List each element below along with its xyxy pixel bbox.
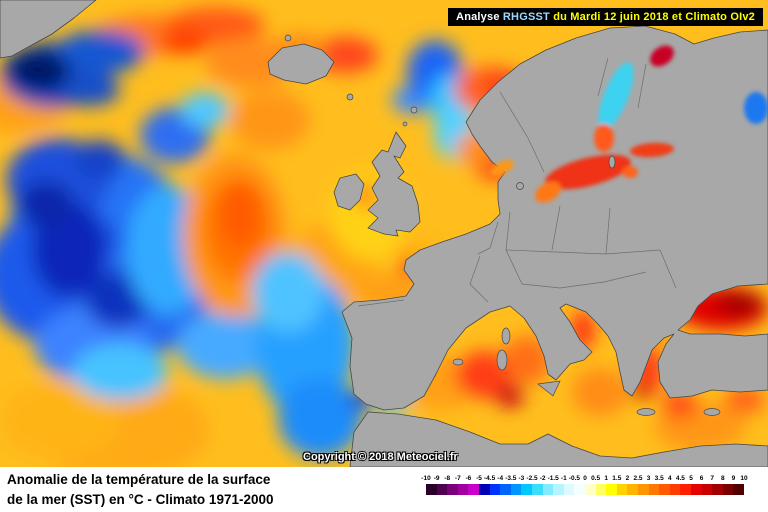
land-layer	[0, 0, 768, 467]
scale-label: 3.5	[654, 475, 664, 482]
scale-segment	[627, 484, 638, 495]
scale-segment	[595, 484, 607, 495]
scale-segment	[457, 484, 469, 495]
scale-label: 9	[731, 475, 736, 482]
scale-label: -6	[465, 475, 472, 482]
scale-segment	[532, 484, 543, 495]
scale-label: 2	[625, 475, 630, 482]
scale-segment	[436, 484, 448, 495]
sst-anomaly-map: Analyse RHGSST du Mardi 12 juin 2018 et …	[0, 0, 768, 467]
scale-segment	[553, 484, 564, 495]
scale-segment	[521, 484, 532, 495]
scale-segment	[691, 484, 702, 495]
scale-segment	[659, 484, 670, 495]
scale-segment	[426, 484, 437, 495]
scale-label: 0	[583, 475, 587, 482]
scale-label: 6	[699, 475, 704, 482]
caption-line-1: Anomalie de la température de la surface	[7, 472, 271, 487]
scale-segment	[489, 484, 501, 495]
scale-label: -7	[454, 475, 461, 482]
scale-label: -1.5	[547, 475, 559, 482]
land-great-britain	[367, 131, 421, 237]
scale-segment	[585, 484, 596, 495]
scale-segment	[616, 484, 628, 495]
scale-label: -3.5	[505, 475, 517, 482]
scale-segment	[733, 484, 744, 495]
land-iceland	[267, 43, 335, 85]
anomaly-field	[0, 7, 768, 467]
banner-segment: Analyse	[456, 11, 503, 23]
scale-label: -9	[433, 475, 440, 482]
scale-label: 4	[667, 475, 672, 482]
scale-label: -0.5	[568, 475, 580, 482]
land-greenland	[0, 0, 97, 59]
scale-label: -2.5	[526, 475, 538, 482]
country-borders	[357, 57, 677, 307]
caption-line-2: de la mer (SST) en °C - Climato 1971-200…	[7, 491, 274, 507]
land-north-africa	[349, 411, 768, 467]
scale-label: 0.5	[591, 475, 601, 482]
scale-label: 7	[710, 475, 714, 482]
scale-segment	[479, 484, 490, 495]
scale-segment	[510, 484, 522, 495]
scale-label: 1.5	[612, 475, 622, 482]
sst-map-canvas	[0, 0, 768, 467]
scale-label: 10	[740, 475, 748, 482]
scale-label: -2	[539, 475, 546, 482]
scale-label: -4.5	[483, 475, 496, 482]
scale-segment	[701, 484, 713, 495]
map-caption: Anomalie de la température de la surface…	[7, 470, 274, 509]
color-scale-wrap: -10 -9 -8 -7 -6 -5 -4.5 -4 -3.5 -3 -2.5 -2 -1.5 -1 -0.…	[421, 474, 758, 500]
scale-segment	[722, 484, 734, 495]
scale-segment	[542, 484, 554, 495]
scale-label: 2.5	[633, 475, 643, 482]
analysis-banner: Analyse RHGSST du Mardi 12 juin 2018 et …	[448, 8, 763, 26]
inland-seas	[490, 45, 768, 203]
scale-label: -1	[560, 475, 567, 482]
scale-segment	[648, 484, 660, 495]
scale-segment	[500, 484, 511, 495]
copyright-label: Copyright © 2018 Meteociel.fr	[303, 451, 458, 463]
scale-label: 1	[604, 475, 608, 482]
scale-label: 4.5	[675, 475, 685, 482]
scale-label: 8	[720, 475, 725, 482]
legend-bar: Anomalie de la température de la surface…	[0, 467, 768, 512]
scale-segment	[468, 484, 479, 495]
scale-segment	[669, 484, 681, 495]
scale-segment	[447, 484, 458, 495]
scale-label: 5	[689, 475, 693, 482]
scale-label: -4	[497, 475, 504, 482]
color-scale: -10 -9 -8 -7 -6 -5 -4.5 -4 -3.5 -3 -2.5 -2 -1.5 -1 -0.…	[421, 474, 758, 500]
land-europe	[341, 25, 768, 411]
scale-label: 3	[646, 475, 651, 482]
scale-segment	[638, 484, 649, 495]
scale-segment	[712, 484, 723, 495]
scale-segment	[563, 484, 575, 495]
land-ireland	[333, 173, 365, 211]
scale-label: -10	[421, 475, 431, 482]
scale-label: -5	[476, 475, 482, 482]
scale-segment	[680, 484, 691, 495]
islands	[284, 34, 721, 416]
banner-segment: RHGSST	[502, 11, 550, 23]
scale-segment	[606, 484, 617, 495]
scale-label: -8	[444, 475, 451, 482]
scale-segment	[574, 484, 585, 495]
banner-segment: du Mardi 12 juin 2018 et Climato OIv2	[549, 11, 755, 23]
scale-label: -3	[518, 475, 525, 482]
banner-text: Analyse RHGSST du Mardi 12 juin 2018 et …	[456, 11, 755, 23]
